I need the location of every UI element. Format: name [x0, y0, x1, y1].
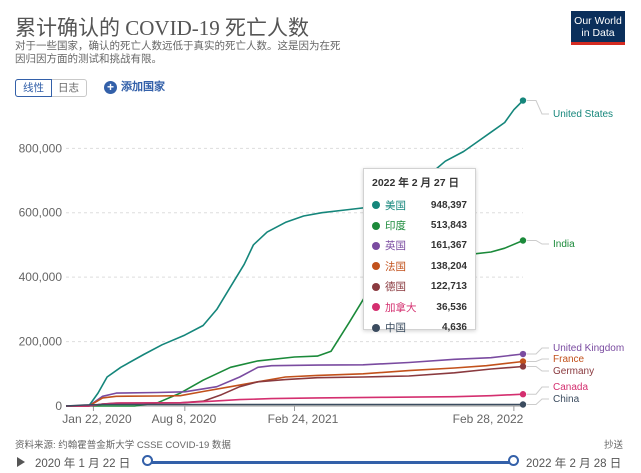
timeline-track[interactable]	[149, 461, 513, 464]
x-tick-label: Aug 8, 2020	[152, 412, 217, 426]
tooltip-row: 德国 122,713	[372, 277, 467, 297]
owid-logo[interactable]: Our World in Data	[571, 11, 625, 45]
timeline-start-label: 2020 年 1 月 22 日	[35, 458, 131, 470]
series-label-connector	[527, 365, 549, 372]
series-line	[66, 360, 524, 407]
tooltip-value: 161,367	[430, 240, 467, 252]
y-tick-label: 200,000	[19, 335, 63, 349]
series-end-dot	[519, 391, 527, 398]
series-end-dot	[519, 358, 527, 365]
tooltip-row: 美国 948,397	[372, 195, 467, 215]
series-label-connector	[527, 347, 549, 355]
logo-accent-bar	[571, 42, 625, 45]
tooltip-country: 法国	[385, 260, 406, 273]
tooltip-row: 英国 161,367	[372, 236, 467, 256]
linear-scale-button[interactable]: 线性	[15, 79, 52, 97]
y-tick-label: 0	[55, 399, 62, 413]
tooltip-dot	[372, 323, 380, 332]
tooltip-value: 36,536	[436, 301, 467, 313]
series-line	[65, 403, 523, 407]
y-tick-label: 800,000	[19, 141, 63, 155]
tooltip-country: 美国	[385, 199, 406, 212]
tooltip-value: 513,843	[430, 220, 467, 232]
tooltip-value: 138,204	[430, 260, 467, 272]
tooltip-dot	[372, 303, 380, 312]
series-end-dot	[519, 350, 527, 358]
series-label: United States	[553, 109, 613, 120]
series-end-dot	[519, 363, 527, 370]
timeline-end-handle[interactable]	[508, 455, 519, 466]
tooltip-row: 加拿大 36,536	[372, 297, 467, 317]
series-label: France	[553, 354, 585, 365]
series-label: Canada	[553, 382, 588, 393]
series-label: India	[553, 239, 575, 250]
chart-subtitle: 对于一些国家，确认的死亡人数远低于真实的死亡人数。这是因为在死因归因方面的测试和…	[15, 40, 341, 65]
tooltip-row: 印度 513,843	[372, 215, 467, 235]
tooltip-country: 印度	[385, 220, 406, 233]
series-line	[66, 365, 524, 407]
tooltip-country: 德国	[385, 281, 406, 294]
play-icon[interactable]	[17, 457, 25, 467]
x-tick-label: Feb 24, 2021	[268, 412, 339, 426]
tooltip-value: 4,636	[441, 322, 467, 334]
series-label: Germany	[553, 366, 594, 377]
series-end-dot	[519, 97, 527, 104]
timeline-start-handle[interactable]	[142, 455, 153, 466]
x-tick-label: Feb 28, 2022	[453, 412, 524, 426]
series-end-dot	[519, 401, 527, 408]
tooltip-dot	[372, 262, 380, 271]
add-country-label: 添加国家	[121, 81, 165, 93]
logo-line-1: Our World	[574, 15, 622, 27]
source-note: 资料来源: 约翰霍普金斯大学 CSSE COVID-19 数据	[15, 440, 231, 451]
tooltip-row: 法国 138,204	[372, 256, 467, 276]
tooltip-date: 2022 年 2 月 27 日	[372, 177, 459, 189]
tooltip-country: 加拿大	[385, 301, 417, 314]
tooltip-dot	[372, 221, 380, 230]
tooltip-country: 中国	[385, 322, 406, 335]
timeline-end-label: 2022 年 2 月 28 日	[526, 458, 622, 470]
timeline: 2020 年 1 月 22 日 2022 年 2 月 28 日	[15, 452, 627, 472]
series-label-connector	[527, 358, 549, 362]
add-country-button[interactable]: + 添加国家	[104, 79, 165, 95]
x-tick-label: Jan 22, 2020	[62, 412, 132, 426]
tooltip-value: 948,397	[430, 199, 467, 211]
y-tick-label: 600,000	[19, 206, 63, 220]
series-line	[66, 99, 524, 407]
series-label-connector	[527, 239, 549, 245]
tooltip-row: 中国 4,636	[372, 317, 467, 337]
logo-line-2: in Data	[581, 26, 615, 39]
series-label-connector	[527, 100, 549, 115]
y-tick-label: 400,000	[19, 270, 63, 284]
log-scale-button[interactable]: 日志	[58, 82, 79, 94]
tooltip-country: 英国	[385, 240, 406, 253]
series-end-dot	[519, 237, 527, 244]
series-label: United Kingdom	[553, 343, 624, 354]
series-line	[66, 353, 524, 407]
tooltip-dot	[372, 241, 380, 250]
chart-title: 累计确认的 COVID-19 死亡人数	[15, 16, 309, 40]
series-label-connector	[527, 386, 549, 395]
tooltip-dot	[372, 282, 380, 291]
tooltip-dot	[372, 201, 380, 210]
series-label: China	[553, 394, 580, 405]
tooltip: 2022 年 2 月 27 日 美国 948,397 印度 513,843 英国 161,…	[363, 168, 476, 334]
scale-toggle: 线性 日志	[15, 79, 87, 97]
tooltip-value: 122,713	[430, 281, 467, 293]
series-label-connector	[527, 398, 549, 406]
plus-icon: +	[104, 80, 117, 94]
share-button[interactable]: 抄送	[604, 440, 624, 451]
